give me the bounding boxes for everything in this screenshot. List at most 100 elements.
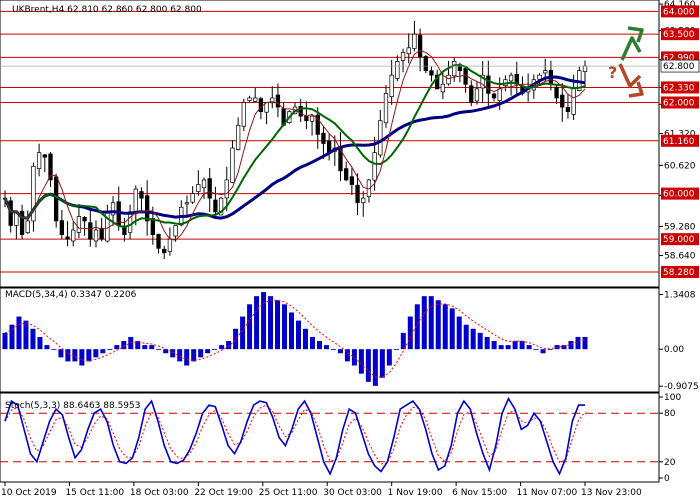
candle-body — [372, 152, 377, 181]
candle-body — [150, 218, 155, 235]
macd-bar — [51, 349, 57, 350]
macd-histogram — [2, 292, 588, 386]
candle-body — [565, 107, 571, 112]
candle-body — [247, 97, 252, 101]
candle-body — [378, 120, 383, 156]
macd-bar — [575, 336, 581, 350]
macd-bar — [498, 345, 504, 350]
price-tick-label: 64.160 — [664, 0, 696, 10]
candle-body — [349, 176, 355, 185]
macd-panel[interactable]: MACD(5,34,4) 0.3347 0.2206 1.3408 0.00 -0.… — [0, 287, 699, 393]
arrow-down-icon — [618, 63, 642, 88]
candle-body — [65, 236, 70, 240]
macd-label: MACD(5,34,4) 0.3347 0.2206 — [5, 290, 137, 300]
macd-bar — [268, 296, 274, 350]
macd-bar — [309, 336, 315, 350]
stochastic-axis: 100 80 20 0 — [659, 393, 681, 484]
candle-body — [452, 61, 457, 77]
macd-bar — [449, 308, 455, 350]
candle-body — [383, 93, 389, 124]
time-tick-label: 10 Oct 2019 — [1, 488, 57, 498]
candle-body — [497, 88, 502, 101]
macd-bar — [261, 292, 267, 350]
candle-body — [309, 115, 315, 122]
level-label: 64.000 — [663, 7, 695, 17]
time-tick-label: 15 Oct 11:00 — [65, 488, 124, 498]
candle-body — [93, 229, 99, 242]
stochastic-lines — [0, 396, 659, 476]
candle-body — [543, 70, 548, 74]
candle-body — [173, 225, 178, 237]
macd-bar — [351, 349, 357, 366]
candle-body — [167, 238, 173, 252]
level-label: 62.000 — [663, 99, 695, 109]
macd-bar — [9, 324, 15, 350]
macd-bar — [533, 349, 539, 350]
candle-body — [207, 178, 212, 199]
candle-body — [110, 202, 116, 216]
macd-axis: 1.3408 0.00 -0.9075 — [659, 290, 699, 392]
candle-body — [31, 165, 36, 222]
macd-bar — [58, 349, 64, 358]
macd-bar — [282, 304, 288, 350]
level-label: 61.160 — [663, 137, 695, 147]
macd-bar — [386, 349, 392, 366]
stochastic-tick-label: 20 — [664, 458, 676, 468]
macd-bar — [435, 300, 441, 350]
level-label: 62.990 — [663, 53, 695, 63]
level-label: 58.280 — [663, 268, 695, 278]
candle-body — [435, 74, 440, 90]
candle-body — [241, 102, 246, 127]
candle-body — [389, 74, 394, 98]
macd-bar — [344, 349, 350, 362]
macd-bar — [512, 341, 518, 350]
level-label-box — [661, 28, 699, 41]
macd-bar — [100, 349, 106, 354]
candle-body — [71, 229, 76, 242]
macd-bar — [379, 349, 385, 378]
candle-body — [133, 188, 138, 214]
macd-bar — [568, 341, 574, 350]
stochastic-panel[interactable]: Stoch(5,3,3) 88.6463 88.5953 100 80 20 0 — [0, 392, 681, 484]
candle-body — [395, 61, 400, 79]
level-label-box — [661, 187, 699, 200]
macd-bar — [114, 345, 120, 350]
candle-body — [423, 56, 428, 71]
macd-bar — [442, 304, 448, 350]
candle-body — [344, 168, 349, 181]
time-tick-label: 13 Nov 23:00 — [581, 488, 642, 498]
candle-body — [190, 193, 195, 203]
macd-bar — [72, 349, 78, 362]
macd-bar — [191, 349, 197, 362]
candle-body — [298, 106, 303, 117]
macd-bar — [456, 316, 462, 350]
current-price-box — [660, 59, 700, 73]
price-panel[interactable]: UKBrent,H4 62.810 62.860 62.800 62.800 6… — [0, 0, 700, 288]
candle-body — [213, 199, 218, 213]
time-tick-label: 6 Nov 15:00 — [452, 488, 507, 498]
macd-bar — [233, 328, 239, 350]
macd-bar — [79, 349, 85, 366]
macd-bar — [156, 349, 162, 350]
candle-body — [275, 94, 281, 108]
time-tick-label: 25 Oct 11:00 — [259, 488, 318, 498]
candle-body — [469, 85, 474, 103]
time-axis: 10 Oct 2019 15 Oct 11:00 18 Oct 03:00 22 Oc… — [1, 482, 642, 498]
candle-body — [480, 74, 485, 89]
macd-bar — [184, 349, 190, 366]
macd-bar — [421, 296, 427, 350]
candle-body — [361, 197, 366, 204]
candle-body — [270, 97, 275, 104]
stochastic-panel-frame — [0, 392, 660, 483]
price-tick-label: 58.640 — [664, 252, 696, 262]
macd-bar — [107, 349, 113, 350]
macd-bar — [295, 320, 301, 350]
level-label-box — [661, 265, 699, 278]
candle-body — [417, 34, 423, 58]
moving-average-line — [4, 50, 586, 241]
candle-body — [139, 191, 144, 199]
question-mark-icon: ? — [608, 63, 617, 82]
level-label-box — [661, 81, 699, 94]
macd-bar — [505, 345, 511, 350]
